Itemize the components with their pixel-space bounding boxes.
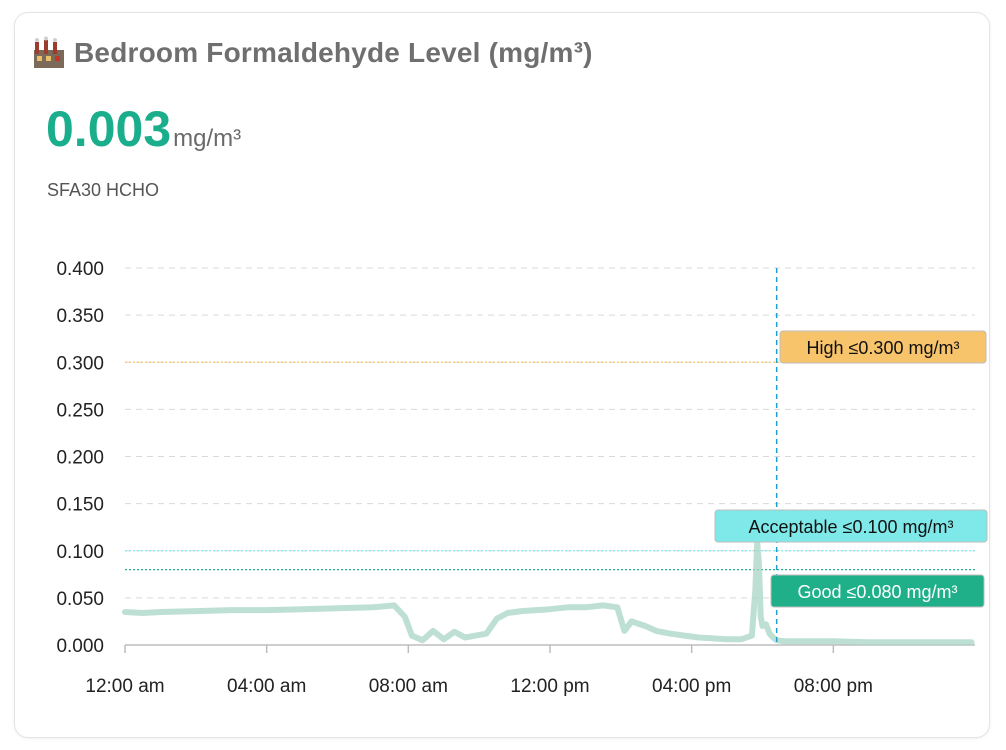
threshold-annotation-box (779, 330, 987, 364)
y-tick-label: 0.050 (56, 589, 104, 610)
x-tick-label: 12:00 pm (510, 676, 589, 697)
entity-name: SFA30 HCHO (47, 180, 160, 200)
threshold-annotation-label: Good ≤0.080 mg/m³ (798, 582, 958, 602)
x-tick-label: 04:00 pm (652, 676, 731, 697)
x-tick-label: 12:00 am (85, 676, 164, 697)
y-tick-label: 0.350 (56, 306, 104, 327)
factory-icon (32, 36, 66, 70)
y-tick-label: 0.000 (56, 636, 104, 657)
y-tick-label: 0.250 (56, 400, 104, 421)
threshold-annotation-box (714, 509, 988, 543)
y-tick-label: 0.100 (56, 542, 104, 563)
x-tick-label: 08:00 am (369, 676, 448, 697)
state-value: 0.003 (46, 101, 172, 157)
x-tick-label: 08:00 pm (794, 676, 873, 697)
y-tick-label: 0.150 (56, 495, 104, 516)
series-line (122, 540, 975, 646)
threshold-annotation-label: High ≤0.300 mg/m³ (807, 338, 960, 358)
current-state[interactable]: 0.003 mg/m³ (46, 100, 241, 158)
y-tick-label: 0.200 (56, 448, 104, 469)
card-header: Bedroom Formaldehyde Level (mg/m³) (32, 36, 593, 70)
threshold-annotation-box (770, 574, 985, 608)
card-title: Bedroom Formaldehyde Level (mg/m³) (74, 37, 593, 68)
state-unit: mg/m³ (173, 125, 242, 152)
y-tick-label: 0.300 (56, 353, 104, 374)
x-tick-label: 04:00 am (227, 676, 306, 697)
y-tick-label: 0.400 (56, 259, 104, 280)
threshold-annotation-label: Acceptable ≤0.100 mg/m³ (749, 517, 954, 537)
